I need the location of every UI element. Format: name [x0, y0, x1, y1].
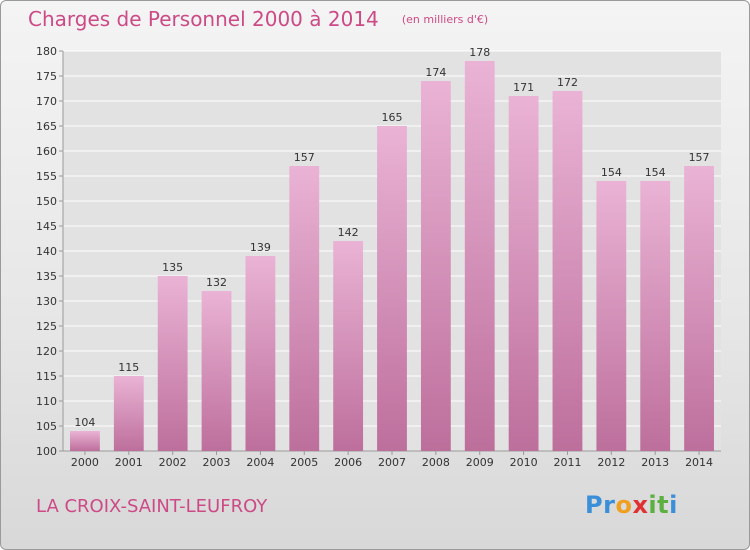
y-tick-label: 155: [36, 170, 57, 183]
bar: [289, 166, 320, 451]
y-tick-label: 165: [36, 120, 57, 133]
data-label: 157: [294, 151, 315, 164]
data-label: 157: [689, 151, 710, 164]
town-name: LA CROIX-SAINT-LEUFROY: [36, 496, 268, 517]
y-tick-label: 120: [36, 345, 57, 358]
x-tick-label: 2004: [246, 456, 274, 469]
x-tick-label: 2014: [685, 456, 713, 469]
data-label: 178: [469, 46, 490, 59]
bar: [70, 431, 100, 451]
bar: [596, 181, 627, 451]
y-tick-label: 160: [36, 145, 57, 158]
x-tick-label: 2012: [597, 456, 625, 469]
y-tick-label: 170: [36, 95, 57, 108]
x-tick-label: 2008: [422, 456, 450, 469]
bar: [333, 241, 364, 451]
y-tick-label: 145: [36, 220, 57, 233]
data-label: 154: [601, 166, 622, 179]
logo-letter: x: [632, 491, 649, 519]
data-label: 171: [513, 81, 534, 94]
x-tick-label: 2013: [641, 456, 669, 469]
x-tick-label: 2000: [71, 456, 99, 469]
logo-letter: P: [585, 491, 604, 519]
y-tick-label: 135: [36, 270, 57, 283]
logo-letter: i: [669, 491, 678, 519]
data-label: 142: [338, 226, 359, 239]
x-tick-label: 2007: [378, 456, 406, 469]
data-label: 135: [162, 261, 183, 274]
y-tick-label: 150: [36, 195, 57, 208]
proxiti-logo: Proxiti: [585, 491, 678, 519]
y-tick-label: 110: [36, 395, 57, 408]
x-tick-label: 2011: [553, 456, 581, 469]
bar: [420, 81, 451, 451]
bar: [552, 91, 583, 451]
y-tick-label: 175: [36, 70, 57, 83]
y-tick-label: 125: [36, 320, 57, 333]
data-label: 174: [425, 66, 446, 79]
bar: [377, 126, 407, 451]
logo-letter: r: [603, 491, 616, 519]
y-tick-label: 105: [36, 420, 57, 433]
data-label: 104: [74, 416, 95, 429]
logo-letter: o: [615, 491, 633, 519]
data-label: 154: [645, 166, 666, 179]
x-tick-label: 2006: [334, 456, 362, 469]
logo-letter: t: [657, 491, 670, 519]
unit-note: (en milliers d'€): [401, 13, 489, 26]
logo-letter: i: [648, 491, 658, 519]
y-tick-label: 115: [36, 370, 57, 383]
bar: [640, 181, 671, 451]
y-tick-label: 140: [36, 245, 57, 258]
bar: [464, 61, 495, 451]
bar: [113, 376, 144, 451]
data-label: 139: [250, 241, 271, 254]
y-tick-label: 180: [36, 45, 57, 58]
bar: [508, 96, 539, 451]
x-tick-label: 2010: [510, 456, 538, 469]
y-tick-label: 100: [36, 445, 57, 458]
bar: [245, 256, 276, 451]
title-row: Charges de Personnel 2000 à 2014 (en mil…: [28, 7, 488, 31]
data-label: 115: [118, 361, 139, 374]
y-tick-label: 130: [36, 295, 57, 308]
x-tick-label: 2009: [466, 456, 494, 469]
data-label: 172: [557, 76, 578, 89]
bar: [157, 276, 188, 451]
data-label: 165: [382, 111, 403, 124]
chart-title: Charges de Personnel 2000 à 2014: [28, 7, 379, 31]
x-tick-label: 2002: [159, 456, 187, 469]
data-label: 132: [206, 276, 227, 289]
x-tick-label: 2001: [115, 456, 143, 469]
x-tick-label: 2003: [203, 456, 231, 469]
bar: [201, 291, 232, 451]
bar: [684, 166, 714, 451]
x-tick-label: 2005: [290, 456, 318, 469]
